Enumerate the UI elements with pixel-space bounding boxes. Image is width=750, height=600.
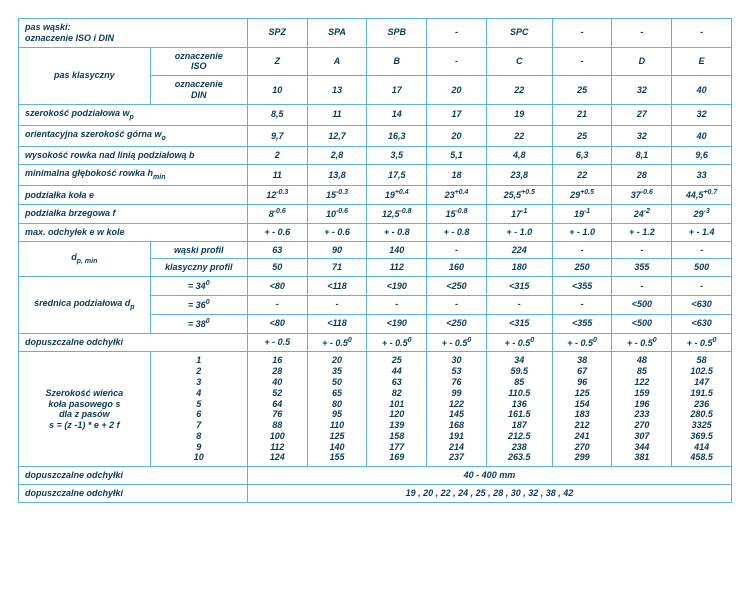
spec-table: pas wąski:oznaczenie ISO i DINSPZSPASPB-…	[18, 18, 732, 503]
